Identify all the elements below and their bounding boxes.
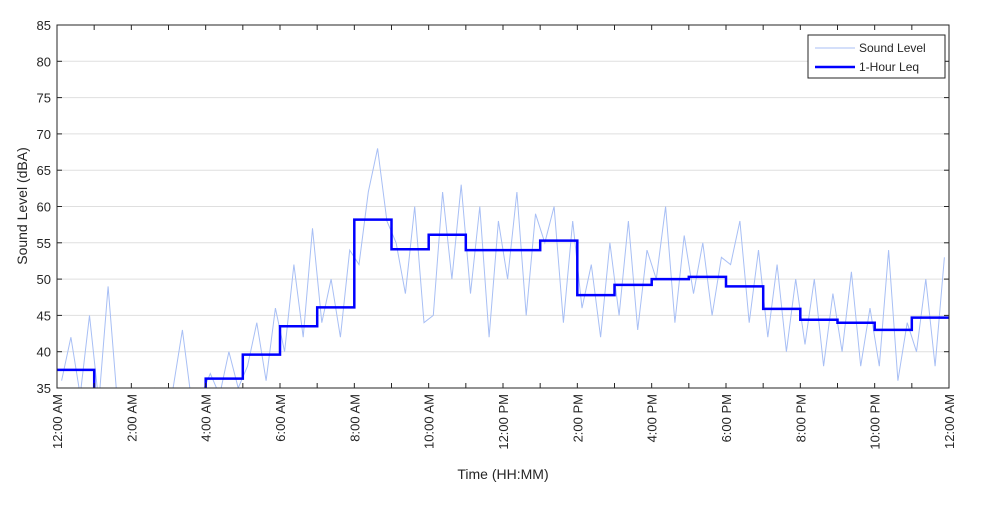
y-tick-label: 80 [37, 54, 51, 69]
legend: Sound Level 1-Hour Leq [807, 34, 946, 79]
axis-ticks: 35 40 45 50 55 60 65 70 75 80 85 12:00 AM 2:00 AM 4:0… [37, 18, 957, 450]
x-tick-label: 4:00 PM [645, 394, 660, 442]
x-tick-label: 8:00 PM [793, 394, 808, 442]
x-axis-label: Time (HH:MM) [457, 466, 548, 482]
x-tick-label: 12:00 AM [50, 394, 65, 449]
legend-box [807, 34, 946, 79]
x-tick-label: 2:00 PM [570, 394, 585, 442]
x-tick-label: 12:00 PM [496, 394, 511, 450]
y-tick-label: 65 [37, 163, 51, 178]
x-tick-label: 8:00 AM [347, 394, 362, 442]
y-tick-label: 55 [37, 236, 51, 251]
x-tick-label: 2:00 AM [124, 394, 139, 442]
y-tick-label: 85 [37, 18, 51, 33]
y-tick-label: 75 [37, 91, 51, 106]
y-tick-label: 70 [37, 127, 51, 142]
y-tick-label: 40 [37, 345, 51, 360]
gridlines [57, 24, 949, 389]
y-axis-label: Sound Level (dBA) [14, 147, 30, 265]
x-tick-label: 10:00 AM [422, 394, 437, 449]
legend-label-sound-level: Sound Level [859, 41, 926, 55]
x-tick-label: 10:00 PM [868, 394, 883, 450]
y-tick-label: 60 [37, 200, 51, 215]
y-tick-label: 50 [37, 272, 51, 287]
x-tick-label: 4:00 AM [199, 394, 214, 442]
x-tick-label: 12:00 AM [942, 394, 957, 449]
y-tick-label: 45 [37, 308, 51, 323]
legend-label-leq: 1-Hour Leq [859, 60, 919, 74]
x-tick-label: 6:00 PM [719, 394, 734, 442]
y-tick-label: 35 [37, 381, 51, 396]
x-tick-label: 6:00 AM [273, 394, 288, 442]
